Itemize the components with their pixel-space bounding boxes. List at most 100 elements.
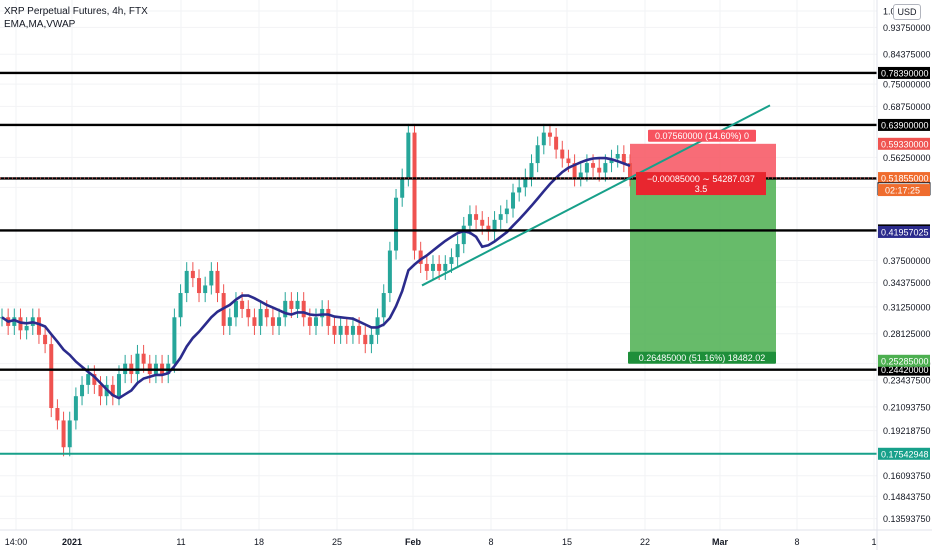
grid-lines (0, 0, 877, 530)
candle (424, 255, 429, 280)
candle-body (609, 158, 614, 164)
candle-body (523, 177, 528, 188)
time-axis[interactable]: 14:00 2021 11 18 25 Feb 8 15 22 Mar 8 1 (0, 529, 932, 547)
candle-body (283, 300, 288, 318)
candle-body (270, 317, 275, 326)
candle-body (92, 374, 97, 385)
y-tick-label: 0.31250000 (883, 302, 931, 312)
candle (190, 262, 195, 288)
x-tick-label: 25 (332, 537, 342, 547)
x-tick-label: 18 (254, 537, 264, 547)
candle (628, 154, 632, 187)
y-tick-label: 1.0 (883, 7, 896, 17)
candle (461, 216, 466, 254)
stop-label-bg (648, 129, 756, 142)
candle (381, 284, 386, 327)
candle-body (406, 132, 411, 178)
candle-body (467, 214, 472, 226)
candle-body (209, 270, 214, 286)
candle (283, 292, 288, 327)
candle (443, 255, 448, 280)
candle-body (615, 154, 620, 159)
candle (498, 205, 503, 229)
candle (572, 154, 577, 187)
candle (350, 317, 355, 344)
candle-body (332, 325, 337, 335)
candle (535, 136, 540, 173)
candle-body (190, 270, 195, 279)
chart-legend: XRP Perpetual Futures, 4h, FTX EMA,MA,VW… (4, 5, 148, 31)
candle-body (344, 325, 349, 335)
candle (277, 308, 282, 335)
candle-body (203, 285, 208, 294)
candle-body (437, 263, 442, 271)
candle-body (621, 154, 626, 164)
candle-body (215, 270, 220, 294)
candle-body (258, 308, 263, 326)
x-tick-label: Mar (712, 537, 729, 547)
candle-body (486, 225, 491, 232)
x-tick-label: 1 (871, 537, 876, 547)
candle (172, 308, 177, 373)
y-tick-label: 0.28125000 (883, 329, 931, 339)
moving-average-line (1, 156, 631, 400)
currency-button[interactable]: USD (893, 4, 921, 20)
candle (178, 284, 183, 327)
candle-body (363, 334, 368, 345)
y-tick-label: 0.56250000 (883, 153, 931, 163)
chart-title: XRP Perpetual Futures, 4h, FTX (4, 6, 148, 17)
x-tick-label: 8 (794, 537, 799, 547)
candle (369, 326, 374, 354)
candle-body (369, 334, 374, 345)
candle (314, 308, 318, 335)
candle-body (246, 308, 251, 318)
candle (400, 168, 405, 207)
candle-body (412, 132, 417, 251)
price-label-bg (878, 225, 930, 238)
candle-body (394, 197, 399, 251)
candle (412, 123, 417, 260)
target-label-bg (628, 351, 776, 364)
position-zones (630, 143, 776, 361)
candle-body (277, 317, 282, 326)
price-axis[interactable]: 1.0 0.93750000 0.84375000 0.75000000 0.68750… (876, 0, 932, 550)
position-labels: 0.07560000 (14.60%) 0 0.26485000 (51.16%)… (628, 129, 776, 364)
indicator-list[interactable]: EMA,MA,VWAP (4, 19, 76, 30)
candle (36, 308, 41, 344)
candle (135, 344, 140, 384)
candle-body (461, 225, 466, 245)
candle (73, 387, 78, 430)
x-tick-label: 14:00 (5, 537, 28, 547)
target-zone (630, 178, 776, 361)
x-tick-label: 15 (562, 537, 572, 547)
candle (474, 205, 479, 229)
candle (209, 262, 214, 295)
candle-body (110, 384, 115, 397)
candle (12, 308, 17, 335)
candle-body (597, 167, 602, 173)
candle-body (541, 132, 546, 146)
candle (615, 145, 620, 168)
candle (80, 376, 85, 406)
candle-body (43, 334, 48, 345)
candle (504, 199, 509, 224)
center-label-line2: 3.5 (695, 184, 708, 194)
candle-body (178, 293, 183, 318)
candle (394, 188, 399, 260)
candle (529, 154, 534, 187)
price-label-bg (878, 354, 930, 367)
candle-body (603, 163, 608, 173)
level-label: 0.24420000 (881, 365, 929, 375)
candle (332, 317, 337, 344)
candle (61, 411, 66, 457)
candle (197, 269, 202, 303)
candle-body (430, 263, 435, 271)
candle (307, 308, 312, 335)
candle-body (547, 132, 552, 137)
candle-body (529, 163, 534, 178)
candle-body (504, 208, 509, 215)
candle (110, 376, 115, 406)
candle (621, 145, 626, 173)
candle (184, 262, 189, 303)
